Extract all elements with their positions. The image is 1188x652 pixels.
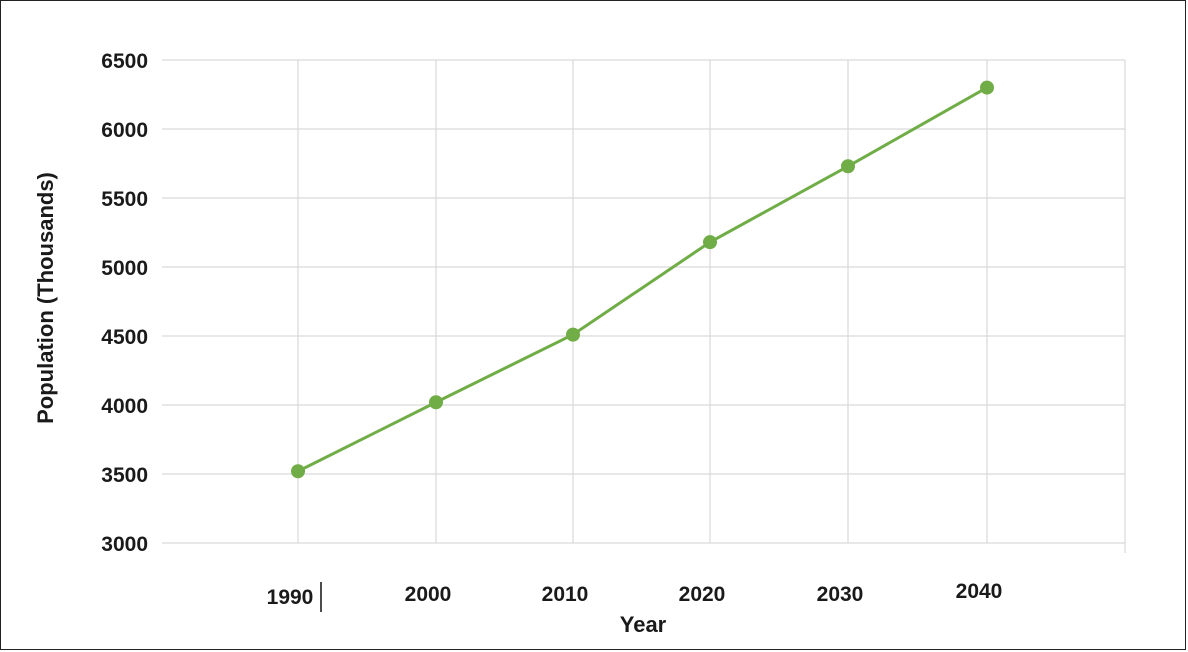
vertical-gridlines: [297, 60, 988, 543]
y-tick-label: 6500: [101, 50, 148, 73]
x-tick-label: 2040: [956, 580, 1003, 603]
data-points: [291, 80, 994, 479]
y-tick-label: 3500: [101, 464, 148, 487]
y-tick-label: 3000: [101, 533, 148, 556]
x-tick-label: 2010: [542, 583, 589, 606]
x-tick-label: 2030: [817, 583, 864, 606]
y-tick-label: 6000: [101, 119, 148, 142]
y-tick-label: 5000: [101, 257, 148, 280]
x-tick-label: 1990: [267, 586, 314, 609]
data-point: [291, 464, 305, 479]
data-point: [980, 80, 994, 95]
data-point: [566, 327, 580, 342]
y-axis-tick-labels: 3000 3500 4000 4500 5000 5500 6000 6500: [101, 50, 148, 556]
y-tick-label: 5500: [101, 188, 148, 211]
x-axis-title: Year: [620, 612, 667, 637]
x-tick-label: 2000: [405, 583, 452, 606]
series-line: [297, 86, 988, 473]
data-point: [841, 159, 855, 174]
data-point: [703, 235, 717, 250]
y-tick-label: 4500: [101, 326, 148, 349]
x-tick-label: 2020: [679, 583, 726, 606]
x-axis-tick-labels: 1990 2000 2010 2020 2030 2040: [267, 580, 1003, 609]
data-point: [429, 395, 443, 410]
y-tick-label: 4000: [101, 395, 148, 418]
horizontal-gridlines: [162, 59, 1125, 544]
y-axis-title: Population (Thousands): [33, 172, 58, 424]
